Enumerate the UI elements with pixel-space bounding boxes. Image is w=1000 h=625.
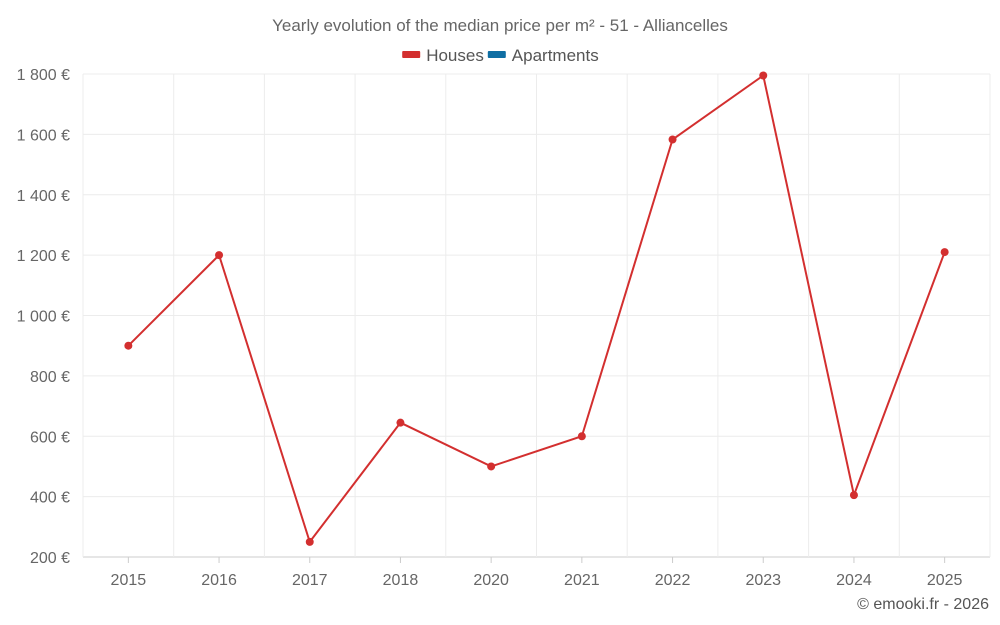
series-line-houses [127, 73, 946, 545]
data-point[interactable] [124, 341, 133, 350]
y-tick-label: 200 € [30, 550, 70, 567]
legend-item-houses[interactable]: Houses [402, 46, 484, 65]
y-tick-label: 1 800 € [17, 67, 70, 84]
data-point[interactable] [215, 251, 224, 260]
grid-lines [82, 73, 991, 558]
data-point[interactable] [577, 432, 586, 441]
x-tick-label: 2024 [836, 572, 872, 589]
x-tick-label: 2023 [745, 572, 781, 589]
data-point[interactable] [849, 491, 858, 500]
y-tick-label: 800 € [30, 369, 70, 386]
y-tick-label: 1 400 € [17, 188, 70, 205]
x-tick-label: 2015 [111, 572, 147, 589]
x-tick-label: 2017 [292, 572, 328, 589]
y-tick-label: 600 € [30, 429, 70, 446]
data-point[interactable] [759, 71, 768, 80]
data-point[interactable] [305, 537, 314, 546]
data-point[interactable] [396, 418, 405, 427]
y-tick-label: 400 € [30, 490, 70, 507]
series-layer [124, 71, 949, 546]
data-point[interactable] [668, 135, 677, 144]
legend-item-apartments[interactable]: Apartments [487, 46, 599, 65]
x-tick-label: 2025 [927, 572, 963, 589]
x-axis: 2015 2016 2017 2018 2020 2021 2022 2023 2024 2025 [111, 557, 963, 589]
credit-text: © emooki.fr - 2026 [857, 596, 989, 613]
legend: Houses Apartments [402, 46, 599, 65]
legend-label: Apartments [512, 46, 599, 65]
chart-title: Yearly evolution of the median price per… [272, 16, 728, 35]
x-tick-label: 2020 [473, 572, 509, 589]
x-tick-label: 2016 [201, 572, 237, 589]
y-tick-label: 1 200 € [17, 248, 70, 265]
x-tick-label: 2022 [655, 572, 691, 589]
y-axis: 200 € 400 € 600 € 800 € 1 000 € 1 200 € 1 400 … [17, 67, 70, 567]
legend-swatch [487, 51, 506, 58]
y-tick-label: 1 600 € [17, 127, 70, 144]
data-point[interactable] [487, 462, 496, 471]
data-point[interactable] [940, 248, 949, 257]
x-tick-label: 2021 [564, 572, 600, 589]
legend-swatch [402, 51, 421, 58]
y-tick-label: 1 000 € [17, 309, 70, 326]
legend-label: Houses [426, 46, 484, 65]
x-tick-label: 2018 [383, 572, 419, 589]
